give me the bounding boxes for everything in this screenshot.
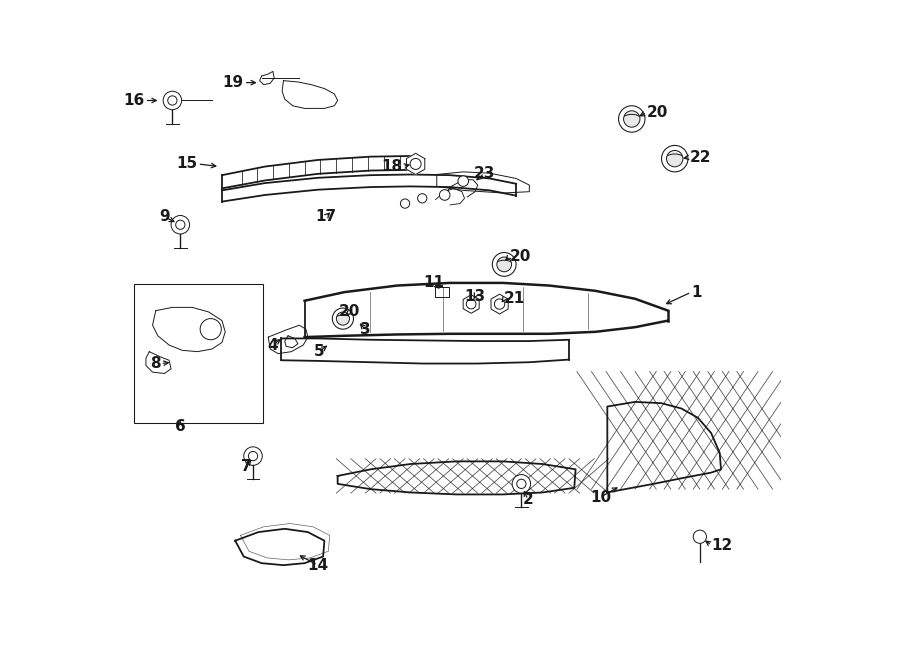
Text: 12: 12 [712, 538, 733, 553]
Text: 20: 20 [338, 305, 360, 319]
Polygon shape [259, 71, 274, 85]
Text: 20: 20 [647, 105, 669, 120]
Text: 3: 3 [360, 322, 371, 336]
Text: 1: 1 [691, 285, 702, 299]
Text: 14: 14 [307, 558, 328, 572]
Circle shape [512, 475, 531, 493]
Text: 4: 4 [267, 338, 278, 352]
Text: 2: 2 [523, 492, 534, 507]
Text: 19: 19 [222, 75, 244, 90]
Polygon shape [491, 294, 508, 314]
Circle shape [400, 199, 410, 208]
Polygon shape [464, 295, 479, 313]
Circle shape [176, 220, 184, 229]
Polygon shape [436, 172, 529, 193]
Circle shape [200, 319, 221, 340]
Text: 17: 17 [315, 210, 337, 224]
Text: 21: 21 [504, 292, 526, 306]
Circle shape [662, 145, 688, 172]
Polygon shape [338, 461, 576, 494]
Text: 23: 23 [473, 166, 495, 180]
Bar [134, 284, 263, 423]
Polygon shape [268, 325, 308, 354]
Polygon shape [153, 307, 225, 352]
Text: 7: 7 [241, 459, 252, 473]
Polygon shape [608, 402, 721, 492]
Circle shape [439, 190, 450, 200]
Text: 16: 16 [123, 93, 145, 108]
Circle shape [171, 215, 190, 234]
Polygon shape [282, 81, 338, 108]
Circle shape [248, 451, 257, 461]
Polygon shape [304, 283, 668, 337]
Bar [435, 287, 449, 297]
Circle shape [337, 312, 349, 325]
Circle shape [497, 257, 511, 272]
Polygon shape [284, 336, 298, 348]
Circle shape [458, 176, 469, 186]
Text: 22: 22 [689, 150, 711, 165]
Text: 9: 9 [159, 210, 170, 224]
Circle shape [167, 96, 177, 105]
Text: 18: 18 [382, 159, 402, 174]
Text: 15: 15 [176, 157, 197, 171]
Circle shape [494, 299, 505, 309]
Text: 5: 5 [314, 344, 324, 359]
Circle shape [418, 194, 427, 203]
Circle shape [624, 111, 640, 127]
Circle shape [618, 106, 645, 132]
Circle shape [466, 299, 476, 309]
Circle shape [492, 253, 516, 276]
Text: 20: 20 [509, 249, 531, 264]
Text: 6: 6 [175, 419, 185, 434]
Circle shape [163, 91, 182, 110]
Text: 11: 11 [423, 276, 444, 290]
Polygon shape [222, 175, 516, 202]
Text: 13: 13 [464, 289, 486, 303]
Circle shape [410, 159, 421, 169]
Circle shape [244, 447, 262, 465]
Circle shape [693, 530, 706, 543]
Polygon shape [282, 338, 569, 364]
Polygon shape [222, 156, 410, 188]
Text: 8: 8 [150, 356, 160, 371]
Circle shape [667, 151, 683, 167]
Text: 10: 10 [590, 490, 611, 504]
Circle shape [332, 308, 354, 329]
Polygon shape [235, 529, 324, 565]
Polygon shape [146, 352, 171, 373]
Circle shape [517, 479, 526, 488]
Polygon shape [407, 153, 425, 175]
